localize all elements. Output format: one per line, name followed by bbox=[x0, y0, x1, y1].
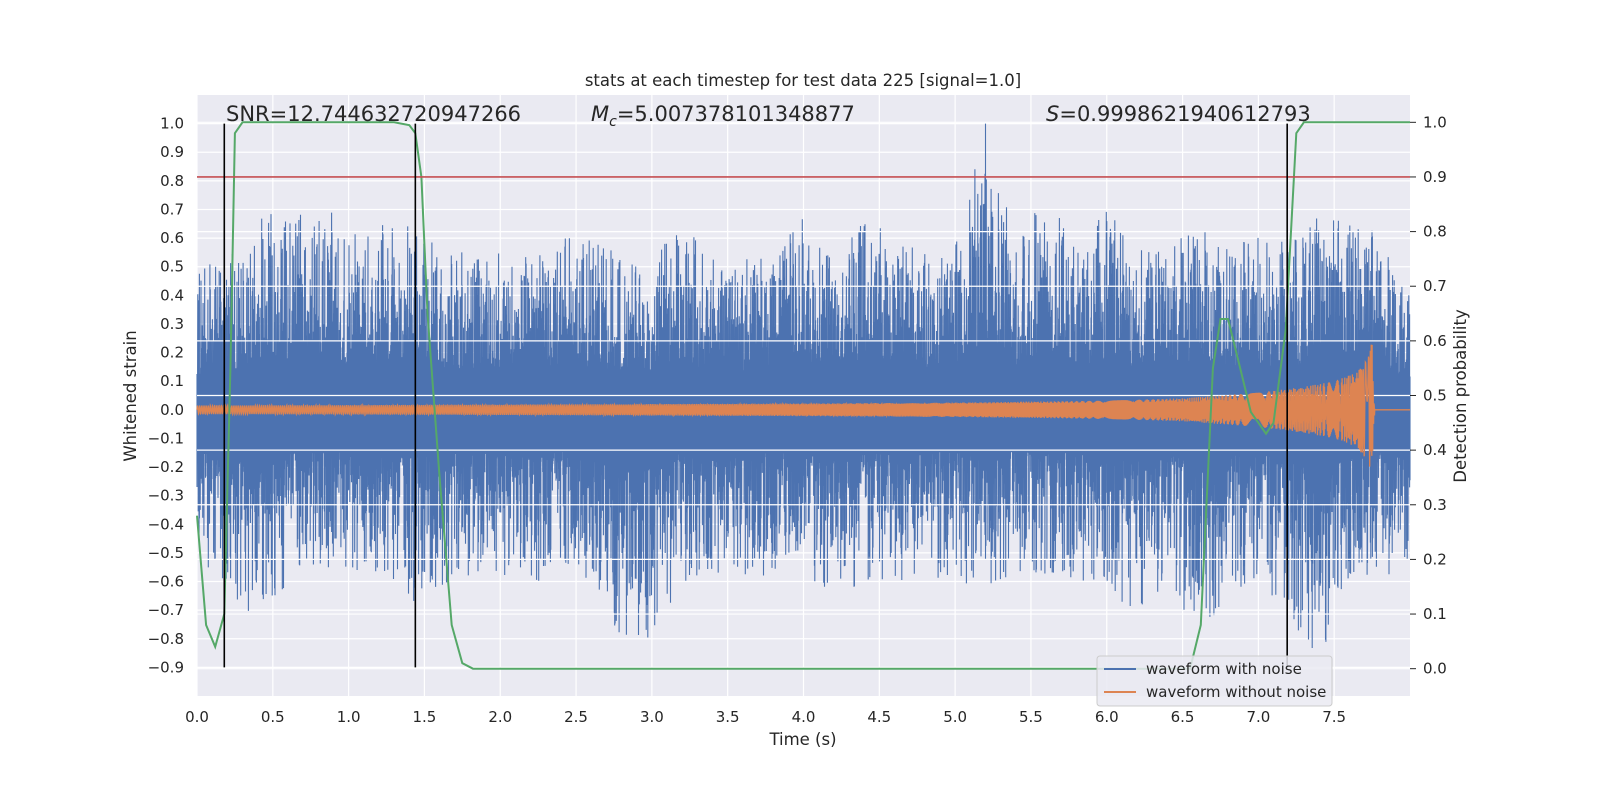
y2-tick-label: 0.2 bbox=[1423, 550, 1447, 568]
x-tick-label: 6.0 bbox=[1095, 708, 1119, 726]
waveform-without-noise-line bbox=[196, 344, 1410, 467]
y-tick-label: 0.0 bbox=[160, 401, 184, 419]
y-tick-label: 0.4 bbox=[160, 286, 184, 304]
x-tick-label: 0.5 bbox=[261, 708, 285, 726]
y-tick-label: −0.7 bbox=[148, 601, 184, 619]
annotation-snr: SNR=12.744632720947266 bbox=[226, 102, 521, 126]
y-tick-label: 0.2 bbox=[160, 344, 184, 362]
y-tick-label: −0.5 bbox=[148, 544, 184, 562]
x-tick-label: 1.0 bbox=[337, 708, 361, 726]
x-tick-label: 7.0 bbox=[1246, 708, 1270, 726]
x-tick-label: 0.0 bbox=[185, 708, 209, 726]
y2-tick-label: 0.0 bbox=[1423, 660, 1447, 678]
vertical-markers bbox=[223, 123, 1288, 668]
annotation-s: S=0.9998621940612793 bbox=[1046, 102, 1311, 126]
x-tick-label: 4.5 bbox=[867, 708, 891, 726]
x-tick-label: 3.5 bbox=[716, 708, 740, 726]
y-tick-label: −0.9 bbox=[148, 658, 184, 676]
legend-label-noisy: waveform with noise bbox=[1146, 660, 1302, 678]
y2-tick-label: 0.7 bbox=[1423, 277, 1447, 295]
y2-tick-label: 0.1 bbox=[1423, 605, 1447, 623]
series-detection-probability bbox=[196, 121, 1410, 670]
y2-tick-label: 0.9 bbox=[1423, 168, 1447, 186]
chart-title: stats at each timestep for test data 225… bbox=[585, 71, 1021, 90]
y-tick-label: −0.8 bbox=[148, 630, 184, 648]
legend: waveform with noise waveform without noi… bbox=[1096, 655, 1333, 707]
y2-tick-label: 0.8 bbox=[1423, 223, 1447, 241]
y-tick-label: 0.9 bbox=[160, 143, 184, 161]
legend-label-clean: waveform without noise bbox=[1146, 683, 1326, 701]
y-tick-label: −0.4 bbox=[148, 515, 184, 533]
y-tick-label: 0.5 bbox=[160, 258, 184, 276]
y2-tick-label: 0.6 bbox=[1423, 332, 1447, 350]
x-tick-label: 4.0 bbox=[792, 708, 816, 726]
series-waveform-without-noise bbox=[196, 344, 1410, 467]
y-tick-label: 0.1 bbox=[160, 372, 184, 390]
x-axis-label: Time (s) bbox=[768, 730, 836, 749]
x-axis-ticks: 0.0 0.5 1.0 1.5 2.0 2.5 3.0 3.5 4.0 4.5 5.0 5.5 6.0 6… bbox=[185, 708, 1346, 726]
y-tick-label: −0.2 bbox=[148, 458, 184, 476]
y-tick-label: 0.6 bbox=[160, 229, 184, 247]
y-tick-label: 1.0 bbox=[160, 115, 184, 133]
x-tick-label: 6.5 bbox=[1171, 708, 1195, 726]
y2-tick-label: 0.4 bbox=[1423, 441, 1447, 459]
y2-tick-label: 0.3 bbox=[1423, 496, 1447, 514]
x-tick-label: 7.5 bbox=[1322, 708, 1346, 726]
detection-probability-line bbox=[196, 121, 1410, 670]
annotation-s-value: =0.9998621940612793 bbox=[1059, 102, 1310, 126]
y-tick-label: 0.7 bbox=[160, 200, 184, 218]
y-tick-label: −0.3 bbox=[148, 487, 184, 505]
annotation-mc-value: =5.007378101348877 bbox=[617, 102, 855, 126]
annotation-mc: Mc=5.007378101348877 bbox=[591, 102, 855, 130]
x-tick-label: 1.5 bbox=[413, 708, 437, 726]
legend-box bbox=[1096, 655, 1333, 707]
y2-axis-ticks: 1.0 0.9 0.8 0.7 0.6 0.5 0.4 0.3 0.2 0.1 0.0 bbox=[1410, 113, 1447, 678]
y-tick-label: 0.3 bbox=[160, 315, 184, 333]
y-tick-label: 0.8 bbox=[160, 172, 184, 190]
x-tick-label: 2.0 bbox=[488, 708, 512, 726]
x-tick-label: 2.5 bbox=[564, 708, 588, 726]
y2-tick-label: 0.5 bbox=[1423, 387, 1447, 405]
y-axis-label: Whitened strain bbox=[121, 330, 140, 461]
y2-axis-label: Detection probability bbox=[1451, 309, 1470, 483]
y-axis-ticks: 1.0 0.9 0.8 0.7 0.6 0.5 0.4 0.3 0.2 0.1 0.0 −0.1 −0.… bbox=[148, 115, 184, 677]
y-tick-label: −0.1 bbox=[148, 429, 184, 447]
x-tick-label: 5.0 bbox=[943, 708, 967, 726]
y-tick-label: −0.6 bbox=[148, 573, 184, 591]
x-tick-label: 5.5 bbox=[1019, 708, 1043, 726]
y2-tick-label: 1.0 bbox=[1423, 113, 1447, 131]
x-tick-label: 3.0 bbox=[640, 708, 664, 726]
